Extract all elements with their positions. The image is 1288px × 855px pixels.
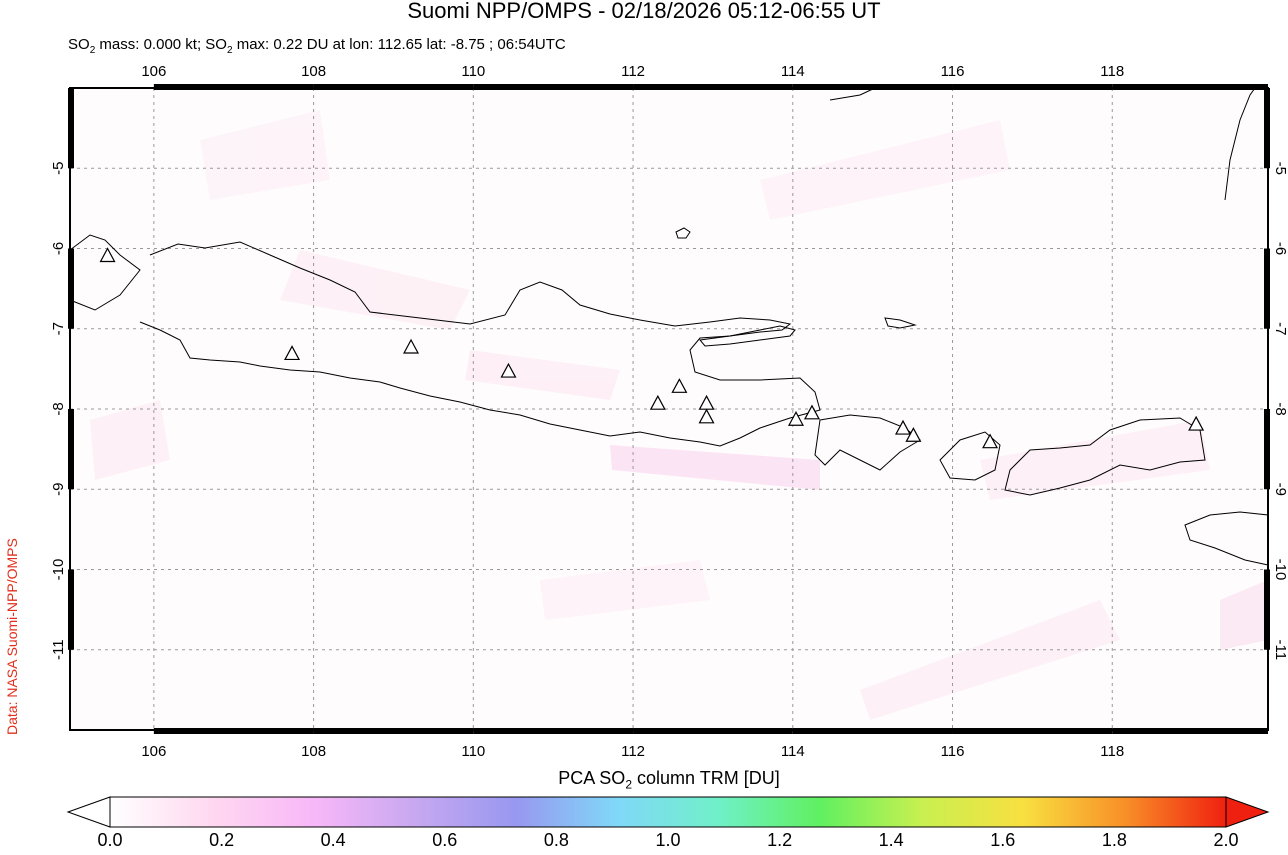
colorbar-tick-label: 0.4 [320, 830, 346, 850]
colorbar-tick-label: 1.8 [1101, 830, 1127, 850]
frame-bar-bottom [1112, 728, 1268, 734]
frame-bar-left [68, 569, 74, 650]
lat-tick-label-right: -9 [1272, 483, 1288, 496]
frame-bar-bottom [952, 728, 1113, 734]
frame-bar-top [153, 84, 314, 90]
colorbar-tick-label: 1.2 [767, 830, 793, 850]
lat-tick-label-right: -10 [1272, 559, 1288, 581]
colorbar-tick-label: 0.0 [97, 830, 123, 850]
frame-bar-bottom [153, 728, 314, 734]
java-coast [139, 241, 821, 447]
frame-bar-top [1112, 84, 1268, 90]
lat-tick-label-left: -11 [50, 639, 67, 660]
volcano-marker [982, 433, 999, 449]
lon-tick-label: 118 [1100, 63, 1124, 80]
lon-tick-label: 112 [621, 63, 645, 80]
bawean-island [675, 227, 691, 239]
volcano-marker [284, 345, 301, 361]
colorbar-tick-label: 0.6 [432, 830, 458, 850]
lon-tick-label: 114 [781, 63, 805, 80]
lon-tick-label: 114 [781, 743, 805, 760]
lat-tick-label-left: -9 [50, 483, 67, 496]
volcano-marker [803, 404, 820, 420]
frame-bar-bottom [313, 728, 474, 734]
lon-tick-label: 110 [461, 743, 485, 760]
lat-tick-label-left: -6 [50, 242, 67, 255]
frame-bar-top [473, 84, 634, 90]
bali-coast [814, 414, 921, 471]
so2-map: 106 106 108 108 110 110 112 112 114 114 116 116 118 1… [50, 63, 1288, 760]
colorbar-title: PCA SO2 column TRM [DU] [558, 768, 780, 792]
coastlines [69, 87, 1269, 566]
volcano-marker [698, 408, 715, 424]
lombok-coast [939, 431, 1001, 481]
lat-tick-label-left: -8 [50, 402, 67, 415]
frame-bar-top [792, 84, 953, 90]
lat-tick-label-right: -7 [1272, 322, 1288, 335]
frame-bar-bottom [473, 728, 634, 734]
lat-tick-label-right: -8 [1272, 402, 1288, 415]
volcano-marker [99, 247, 116, 263]
volcano-marker [649, 394, 666, 410]
map-title: Suomi NPP/OMPS - 02/18/2026 05:12-06:55 … [407, 0, 881, 23]
lat-tick-label-right: -11 [1272, 639, 1288, 660]
frame-bar-top [952, 84, 1113, 90]
frame-bar-right [1264, 248, 1270, 329]
colorbar [66, 796, 1270, 828]
so2-summary: SO2 mass: 0.000 kt; SO2 max: 0.22 DU at … [68, 36, 566, 56]
frame-bar-right [1264, 409, 1270, 490]
lat-tick-label-left: -10 [50, 559, 67, 581]
frame-bar-top [313, 84, 474, 90]
lon-tick-label: 108 [301, 743, 326, 760]
colorbar-min-arrow [66, 796, 111, 828]
madura-coast [699, 325, 796, 347]
colorbar-tick-label: 0.8 [543, 830, 569, 850]
volcano-marker [403, 338, 420, 354]
volcano-marker [895, 419, 912, 435]
lon-tick-label: 110 [461, 63, 485, 80]
frame-bar-left [68, 248, 74, 329]
lat-tick-label-right: -6 [1272, 242, 1288, 255]
lon-tick-label: 112 [621, 743, 645, 760]
volcano-marker [671, 378, 688, 393]
frame-bar-bottom [792, 728, 953, 734]
frame-bar-bottom [633, 728, 793, 734]
lon-tick-label: 108 [301, 63, 326, 80]
frame-bar-top [633, 84, 793, 90]
axis-ticks [68, 84, 1270, 734]
volcano-markers [99, 247, 1205, 449]
lat-tick-label-left: -5 [50, 162, 67, 175]
colorbar-tick-label: 0.2 [209, 830, 235, 850]
lon-tick-label: 106 [141, 743, 166, 760]
lon-tick-label: 116 [941, 63, 965, 80]
lon-tick-label: 118 [1100, 743, 1124, 760]
frame-bar-left [68, 409, 74, 490]
lat-lon-grid [70, 88, 1268, 730]
volcano-marker [905, 427, 922, 442]
colorbar-tick-label: 1.6 [990, 830, 1016, 850]
volcano-marker [787, 410, 804, 426]
colorbar-tick-label: 2.0 [1213, 830, 1239, 850]
volcano-marker [500, 362, 517, 378]
frame-bar-right [1264, 88, 1270, 169]
borneo-coast [829, 87, 1256, 201]
volcano-marker [1188, 415, 1205, 431]
colorbar-gradient [109, 796, 1227, 828]
colorbar-tick-label: 1.4 [878, 830, 904, 850]
lon-tick-label: 116 [941, 743, 965, 760]
lon-tick-label: 106 [141, 63, 166, 80]
lat-tick-label-right: -5 [1272, 162, 1288, 175]
colorbar-tick-label: 1.0 [655, 830, 681, 850]
frame-bar-left [68, 88, 74, 169]
kangean-islands [884, 317, 917, 329]
colorbar-max-arrow [1225, 796, 1270, 828]
lat-tick-label-left: -7 [50, 322, 67, 335]
sumbawa-coast [1004, 417, 1206, 496]
so2-retrieval-pixels [90, 110, 1268, 720]
frame-bar-right [1264, 569, 1270, 650]
sumatra-coast [69, 234, 141, 311]
